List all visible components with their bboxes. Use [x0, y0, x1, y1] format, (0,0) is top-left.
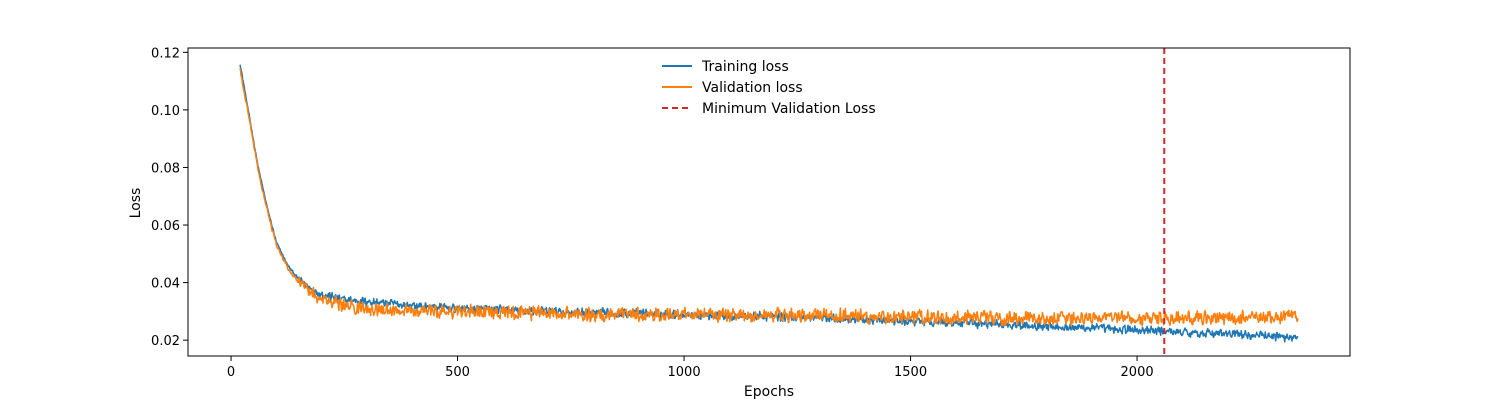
x-tick-label: 1000 — [668, 365, 701, 380]
plot-frame — [187, 47, 1351, 357]
y-tick-label: 0.06 — [151, 219, 180, 234]
y-tick-label: 0.10 — [151, 104, 180, 119]
y-tick-label: 0.04 — [151, 277, 180, 292]
y-tick-label: 0.12 — [151, 46, 180, 61]
legend-training-label: Training loss — [701, 59, 789, 75]
validation-loss-line — [239, 68, 1299, 327]
x-tick-label: 500 — [445, 365, 470, 380]
x-axis-ticks: 0 500 1000 1500 2000 — [227, 356, 1154, 380]
x-tick-label: 2000 — [1121, 365, 1154, 380]
series-layer — [239, 64, 1299, 343]
legend-validation-label: Validation loss — [702, 80, 803, 96]
x-tick-label: 1500 — [894, 365, 927, 380]
legend: Training loss Validation loss Minimum Va… — [662, 59, 876, 117]
legend-minimum-label: Minimum Validation Loss — [702, 101, 876, 117]
y-tick-label: 0.08 — [151, 161, 180, 176]
y-tick-label: 0.02 — [151, 334, 180, 349]
y-axis-label: Loss — [128, 188, 144, 219]
y-axis-ticks: 0.02 0.04 0.06 0.08 0.10 0.12 — [151, 46, 188, 349]
x-tick-label: 0 — [227, 365, 235, 380]
x-axis-label: Epochs — [744, 384, 794, 400]
